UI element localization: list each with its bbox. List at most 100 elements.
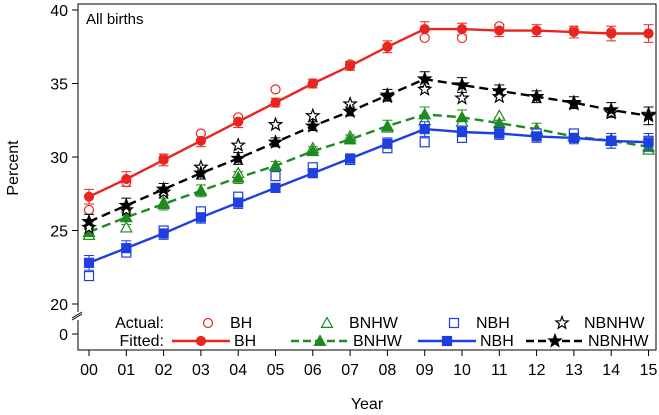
legend-actual-marker-BNHW	[320, 316, 334, 328]
fitted-line-BNHW	[88, 113, 649, 234]
fitted-point-NBH-04	[233, 197, 244, 208]
fitted-point-BNHW-09	[418, 107, 432, 120]
fitted-point-NBNHW-11	[491, 82, 508, 98]
fitted-point-BH-15	[643, 28, 654, 39]
actual-point-BH-00	[83, 204, 95, 216]
fitted-point-BH-10	[456, 24, 468, 35]
x-tick-label-11: 11	[491, 362, 508, 379]
actual-point-NBNHW-05	[267, 116, 284, 132]
x-tick-label-15: 15	[640, 362, 658, 379]
fitted-point-BH-00	[83, 191, 95, 202]
fitted-point-BH-03	[195, 135, 206, 146]
fitted-line-NBH	[88, 127, 649, 264]
fitted-point-NBNHW-05	[267, 134, 284, 149]
actual-point-NBH-09	[419, 137, 430, 148]
fitted-point-NBH-13	[568, 132, 580, 143]
actual-point-BNHW-01	[119, 220, 133, 233]
actual-point-NBNHW-01	[118, 201, 135, 217]
legend-fitted-marker-NBNHW	[547, 332, 563, 348]
fitted-point-NBNHW-00	[81, 213, 97, 229]
fitted-point-NBNHW-06	[304, 117, 321, 133]
legend-actual-marker-NBNHW	[554, 314, 570, 330]
actual-point-NBNHW-10	[454, 89, 470, 105]
x-tick-label-00: 00	[80, 362, 98, 379]
plot-area	[77, 3, 657, 351]
series-layer	[81, 21, 657, 282]
actual-point-NBNHW-00	[81, 219, 97, 235]
fitted-point-NBNHW-08	[379, 87, 396, 102]
fitted-point-NBNHW-15	[640, 107, 657, 123]
fitted-point-BNHW-02	[157, 197, 171, 210]
actual-point-NBNHW-04	[230, 137, 247, 152]
chart-title: All births	[86, 11, 144, 28]
fitted-point-BNHW-07	[343, 132, 357, 145]
fitted-point-NBNHW-01	[118, 197, 135, 213]
fitted-point-NBNHW-14	[603, 101, 620, 117]
fitted-point-BNHW-04	[231, 170, 245, 183]
fitted-line-BH	[88, 27, 649, 198]
fitted-point-NBH-06	[307, 168, 318, 179]
fitted-point-NBH-03	[195, 212, 206, 223]
fitted-point-NBH-02	[158, 228, 169, 239]
fitted-line-NBNHW	[88, 77, 649, 223]
y-axis: 20 25 30 35 40 0	[50, 3, 83, 344]
fitted-point-BH-14	[606, 28, 617, 39]
fitted-point-BH-11	[494, 25, 505, 36]
fitted-point-BNHW-01	[119, 210, 133, 223]
x-tick-label-09: 09	[416, 362, 434, 379]
actual-point-NBH-00	[83, 270, 95, 282]
fitted-point-NBNHW-13	[566, 94, 582, 110]
fitted-point-NBNHW-02	[155, 181, 172, 197]
fitted-point-NBNHW-04	[230, 150, 247, 166]
y-tick-label-40: 40	[50, 3, 68, 20]
x-tick-label-02: 02	[155, 362, 173, 379]
y-tick-label-35: 35	[50, 77, 68, 94]
fitted-point-BH-06	[307, 78, 318, 89]
fitted-point-NBH-11	[494, 128, 505, 139]
fitted-point-BH-07	[345, 60, 356, 71]
fitted-point-BH-13	[568, 26, 580, 38]
x-axis: 00 01 02 03 04 05 06 07 08 09 10 11 12 13 14 15	[80, 350, 658, 379]
fitted-point-NBH-08	[382, 138, 393, 149]
legend-fitted-marker-BNHW	[313, 334, 327, 346]
x-tick-label-14: 14	[602, 362, 620, 379]
fitted-point-NBH-09	[419, 123, 430, 135]
actual-point-NBNHW-11	[491, 88, 508, 104]
fitted-point-BNHW-06	[306, 144, 320, 157]
series-BH	[83, 21, 654, 216]
actual-point-BH-09	[419, 32, 430, 44]
fitted-point-NBH-07	[345, 153, 356, 164]
fitted-point-NBH-05	[270, 182, 281, 193]
x-axis-label: Year	[351, 396, 384, 413]
fitted-point-NBNHW-09	[416, 70, 433, 86]
fitted-point-BNHW-03	[194, 184, 208, 196]
actual-point-NBNHW-09	[416, 81, 433, 97]
x-tick-label-08: 08	[379, 362, 397, 379]
y-tick-label-20: 20	[50, 297, 68, 314]
legend-actual-marker-BH	[202, 317, 214, 329]
x-tick-label-13: 13	[565, 362, 583, 379]
fitted-point-BNHW-08	[380, 119, 394, 132]
legend-fitted-text-NBNHW: NBNHW	[588, 333, 649, 350]
x-tick-label-03: 03	[192, 362, 210, 379]
fitted-point-NBNHW-07	[342, 103, 358, 119]
fitted-point-BH-01	[121, 173, 132, 185]
y-tick-label-30: 30	[50, 150, 68, 167]
x-tick-label-04: 04	[229, 362, 247, 379]
fitted-point-BH-02	[158, 154, 169, 166]
fitted-point-NBH-14	[606, 135, 617, 146]
legend-actual-text-NBNHW: NBNHW	[584, 315, 645, 332]
series-NBNHW	[81, 70, 657, 235]
fitted-point-BH-08	[382, 41, 393, 52]
actual-point-BH-05	[270, 84, 281, 95]
x-tick-label-10: 10	[453, 362, 471, 379]
fitted-point-BH-09	[419, 24, 430, 35]
fitted-point-BNHW-05	[268, 159, 283, 171]
fitted-point-NBNHW-10	[454, 76, 470, 92]
x-tick-label-07: 07	[341, 362, 359, 379]
fitted-point-NBH-00	[83, 257, 95, 268]
legend-fitted-text-BNHW: BNHW	[353, 333, 403, 350]
legend-fitted-marker-NBH	[441, 335, 453, 347]
axis-break-mark-1	[71, 313, 83, 321]
